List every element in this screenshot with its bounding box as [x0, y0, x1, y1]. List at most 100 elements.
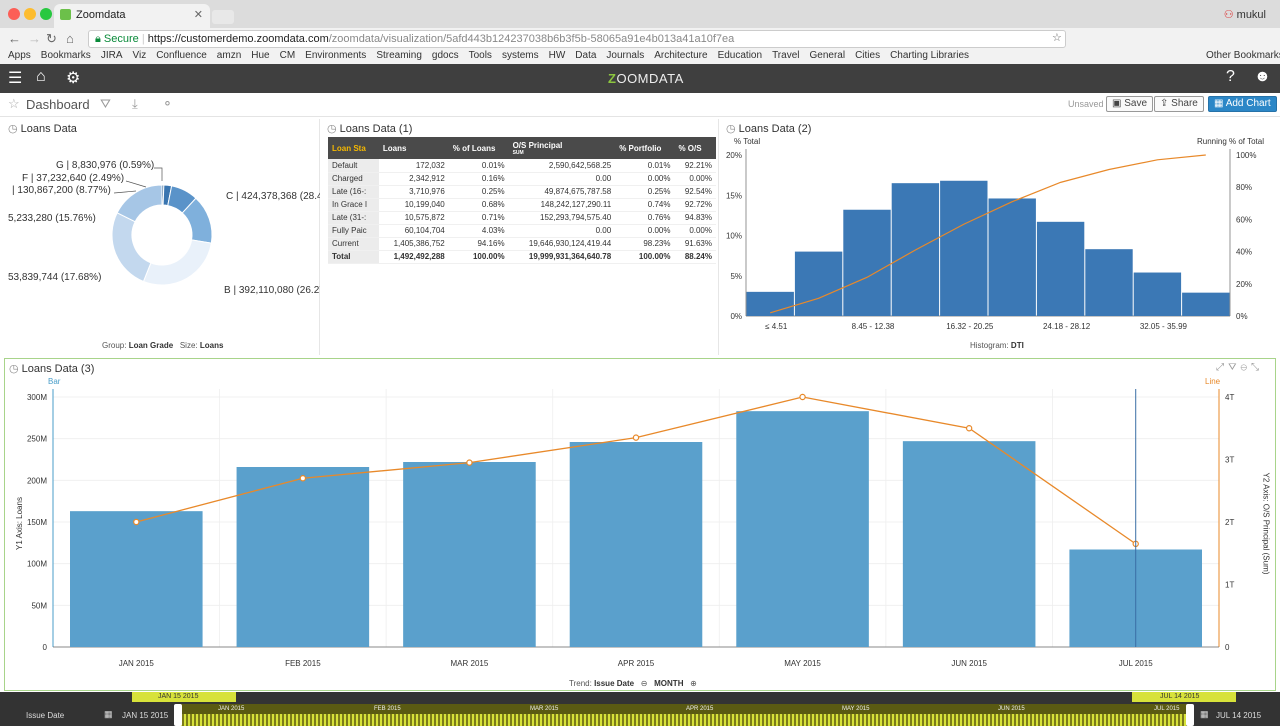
- share-button[interactable]: ⇪ Share: [1154, 96, 1204, 112]
- histogram-bar[interactable]: [988, 198, 1036, 316]
- maximize-window-icon[interactable]: [40, 8, 52, 20]
- forward-icon[interactable]: →: [28, 31, 41, 46]
- bookmark-item[interactable]: Streaming: [376, 50, 422, 61]
- bookmark-item[interactable]: Tools: [468, 50, 492, 61]
- table-header[interactable]: % of Loans: [448, 137, 509, 159]
- start-range-handle[interactable]: [174, 704, 182, 726]
- close-tab-icon[interactable]: ✕: [193, 9, 203, 21]
- donut-slice[interactable]: [116, 184, 163, 223]
- bookmark-item[interactable]: Hue: [251, 50, 270, 61]
- bookmark-item[interactable]: amzn: [216, 50, 242, 61]
- panel-controls[interactable]: ⤢⛛⊖⤡: [1216, 362, 1263, 373]
- histogram-bar[interactable]: [1133, 272, 1182, 316]
- histogram-bar[interactable]: [1182, 292, 1230, 316]
- end-date[interactable]: JUL 14 2015: [1216, 711, 1262, 720]
- add-chart-button[interactable]: ▦ Add Chart: [1208, 96, 1277, 112]
- table-row[interactable]: Current 1,405,386,752 94.16% 19,646,930,124…: [328, 237, 716, 251]
- trend-bar[interactable]: [902, 441, 1036, 647]
- start-calendar-icon[interactable]: ▦: [104, 709, 113, 719]
- table-header[interactable]: Loans: [378, 137, 449, 159]
- zoom-in-icon[interactable]: ⊕: [690, 679, 697, 688]
- principal-point[interactable]: [299, 475, 307, 482]
- new-tab-button[interactable]: [212, 10, 234, 24]
- gear-icon[interactable]: ⚙: [66, 70, 81, 87]
- principal-point[interactable]: [965, 425, 973, 432]
- histogram-bar[interactable]: [940, 180, 988, 316]
- bookmark-item[interactable]: Apps: [8, 50, 31, 61]
- trend-bar[interactable]: [736, 411, 869, 647]
- donut-slice[interactable]: [142, 239, 212, 286]
- end-calendar-icon[interactable]: ▦: [1200, 709, 1209, 719]
- donut-slice[interactable]: [111, 212, 152, 283]
- filter-icon[interactable]: ⛛: [100, 96, 111, 111]
- principal-point[interactable]: [133, 518, 140, 526]
- home-icon[interactable]: ⌂: [36, 68, 46, 85]
- url-input[interactable]: 🔒︎ Secure | https://customerdemo.zoomdat…: [88, 30, 1066, 48]
- histogram-bar[interactable]: [1085, 249, 1133, 316]
- time-range-track[interactable]: [180, 704, 1188, 726]
- bookmark-item[interactable]: Charting Libraries: [890, 50, 970, 61]
- histogram-bar[interactable]: [1036, 221, 1085, 316]
- bookmark-item[interactable]: Cities: [855, 50, 881, 61]
- star-icon[interactable]: ☆: [1052, 32, 1062, 44]
- table-row[interactable]: Total 1,492,492,288 100.00% 19,999,931,364,…: [328, 249, 716, 264]
- group-value[interactable]: Loan Grade: [128, 341, 174, 350]
- bookmark-item[interactable]: systems: [501, 50, 539, 61]
- download-icon[interactable]: ⤓: [132, 96, 138, 111]
- bookmark-item[interactable]: CM: [279, 50, 296, 61]
- histogram-chart[interactable]: 0% 5% 10% 15% 20% 0% 20% 40% 60% 80% 100% ≤ 4.51 8.4…: [722, 119, 1276, 355]
- table-row[interactable]: Fully Paic 60,104,704 4.03% 0.00 0.00% 0.00%: [328, 224, 716, 238]
- table-row[interactable]: Late (16-: 3,710,976 0.25% 49,874,675,787.5…: [328, 185, 716, 199]
- bookmark-item[interactable]: Bookmarks: [40, 50, 91, 61]
- donut-chart[interactable]: G | 8,830,976 (0.59%) F | 37,232,640 (2.4…: [4, 119, 320, 355]
- help-icon[interactable]: ?: [1226, 68, 1235, 85]
- granularity-value[interactable]: MONTH: [654, 679, 684, 688]
- home-icon[interactable]: ⌂: [66, 31, 74, 46]
- histogram-footer-value[interactable]: DTI: [1010, 341, 1024, 350]
- user-avatar-icon[interactable]: ☻: [1254, 68, 1271, 85]
- histogram-bar[interactable]: [843, 209, 891, 316]
- table-row[interactable]: Default 172,032 0.01% 2,590,642,568.25 0.01%…: [328, 159, 716, 173]
- principal-point[interactable]: [799, 393, 806, 401]
- bookmark-item[interactable]: Travel: [772, 50, 800, 61]
- bookmark-item[interactable]: Education: [717, 50, 763, 61]
- table-row[interactable]: In Grace I 10,199,040 0.68% 148,242,127,290…: [328, 198, 716, 212]
- bookmark-item[interactable]: HW: [548, 50, 566, 61]
- table-header[interactable]: O/S Principal SUM: [508, 137, 616, 159]
- table-header[interactable]: Loan Sta: [328, 137, 379, 159]
- close-window-icon[interactable]: [8, 8, 20, 20]
- minimize-window-icon[interactable]: [24, 8, 36, 20]
- end-date-chip[interactable]: JUL 14 2015: [1132, 692, 1236, 702]
- bookmark-item[interactable]: Data: [575, 50, 597, 61]
- zoom-out-icon[interactable]: ⊖: [640, 679, 648, 688]
- hamburger-menu-icon[interactable]: ☰: [8, 70, 23, 87]
- trend-chart[interactable]: 0 50M 100M 150M 200M 250M 300M 0 1T 2T 3T 4T JAN 201…: [5, 359, 1277, 692]
- browser-tab[interactable]: Zoomdata ✕: [54, 4, 210, 28]
- trend-bar[interactable]: [569, 442, 703, 647]
- favorite-star-icon[interactable]: ☆: [8, 96, 20, 111]
- bookmark-item[interactable]: General: [809, 50, 846, 61]
- trend-bar[interactable]: [403, 462, 536, 647]
- principal-point[interactable]: [466, 459, 473, 466]
- histogram-bar[interactable]: [794, 251, 843, 316]
- bookmark-item[interactable]: Architecture: [654, 50, 708, 61]
- end-range-handle[interactable]: [1186, 704, 1194, 726]
- trend-value[interactable]: Issue Date: [594, 679, 635, 688]
- bookmark-item[interactable]: Viz: [132, 50, 147, 61]
- table-row[interactable]: Late (31-: 10,575,872 0.71% 152,293,794,575…: [328, 211, 716, 225]
- principal-point[interactable]: [632, 434, 640, 441]
- bookmark-item[interactable]: Other Bookmarks: [1206, 50, 1280, 61]
- start-date[interactable]: JAN 15 2015: [122, 711, 169, 720]
- start-date-chip[interactable]: JAN 15 2015: [132, 692, 236, 702]
- user-profile[interactable]: ⚇ mukul: [1224, 8, 1266, 21]
- bookmark-item[interactable]: Confluence: [156, 50, 207, 61]
- add-source-icon[interactable]: ⚬: [162, 96, 173, 111]
- bookmark-item[interactable]: Journals: [606, 50, 645, 61]
- save-button[interactable]: ▣ Save: [1106, 96, 1154, 112]
- dashboard-title[interactable]: Dashboard: [26, 97, 90, 112]
- table-header[interactable]: % Portfolio: [615, 137, 675, 159]
- trend-bar[interactable]: [236, 467, 370, 647]
- trend-bar[interactable]: [70, 511, 203, 647]
- size-value[interactable]: Loans: [199, 341, 224, 350]
- bookmark-item[interactable]: Environments: [305, 50, 367, 61]
